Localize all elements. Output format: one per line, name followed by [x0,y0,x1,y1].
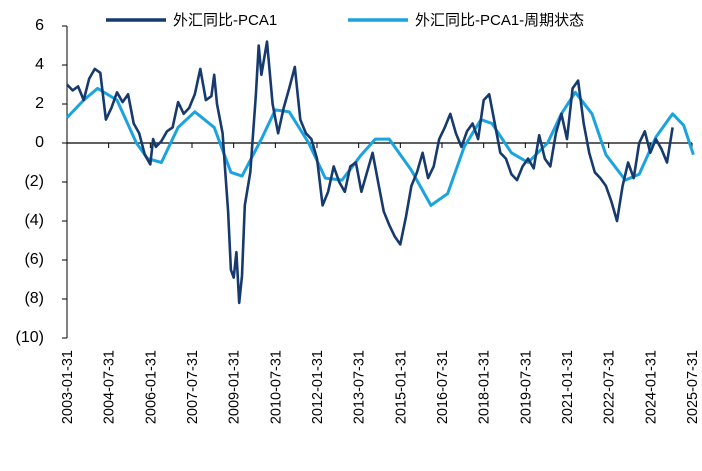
x-tick-label: 2018-01-31 [477,350,493,424]
x-tick-label: 2021-01-31 [560,350,576,424]
x-tick-label: 2024-01-31 [643,350,659,424]
x-tick-label: 2019-07-31 [518,350,534,424]
y-axis: 6 4 2 0 (2) (4) (6) (8) (10) [16,17,68,346]
x-tick-label: 2009-01-31 [227,350,243,424]
x-tick-label: 2003-01-31 [60,350,76,424]
legend: 外汇同比-PCA1 外汇同比-PCA1-周期状态 [106,12,584,29]
x-tick-label: 2010-07-31 [268,350,284,424]
y-tick-label: (6) [24,251,44,268]
legend-label-fx-pca1-cycle: 外汇同比-PCA1-周期状态 [415,12,584,29]
x-tick-label: 2015-01-31 [393,350,409,424]
y-tick-label: 4 [35,56,44,73]
series-line-fx-pca1-cycle [65,86,695,207]
y-tick-label: 0 [35,134,44,151]
x-tick-label: 2022-07-31 [602,350,618,424]
y-tick-label: (8) [24,290,44,307]
x-axis: 2003-01-31 2004-07-31 2006-01-31 2007-07-31… [60,143,701,424]
x-tick-label: 2025-07-31 [685,350,701,424]
x-tick-label: 2016-07-31 [435,350,451,424]
y-tick-label: (10) [16,329,44,346]
x-tick-label: 2012-01-31 [310,350,326,424]
x-tick-label: 2013-07-31 [352,350,368,424]
legend-label-fx-pca1: 外汇同比-PCA1 [173,12,277,29]
x-tick-label: 2006-01-31 [143,350,159,424]
y-tick-label: (2) [24,173,44,190]
y-tick-label: 2 [35,95,44,112]
series-line-fx-pca1 [66,40,674,305]
x-tick-label: 2007-07-31 [185,350,201,424]
y-tick-label: (4) [24,212,44,229]
x-tick-label: 2004-07-31 [102,350,118,424]
y-tick-label: 6 [35,17,44,34]
